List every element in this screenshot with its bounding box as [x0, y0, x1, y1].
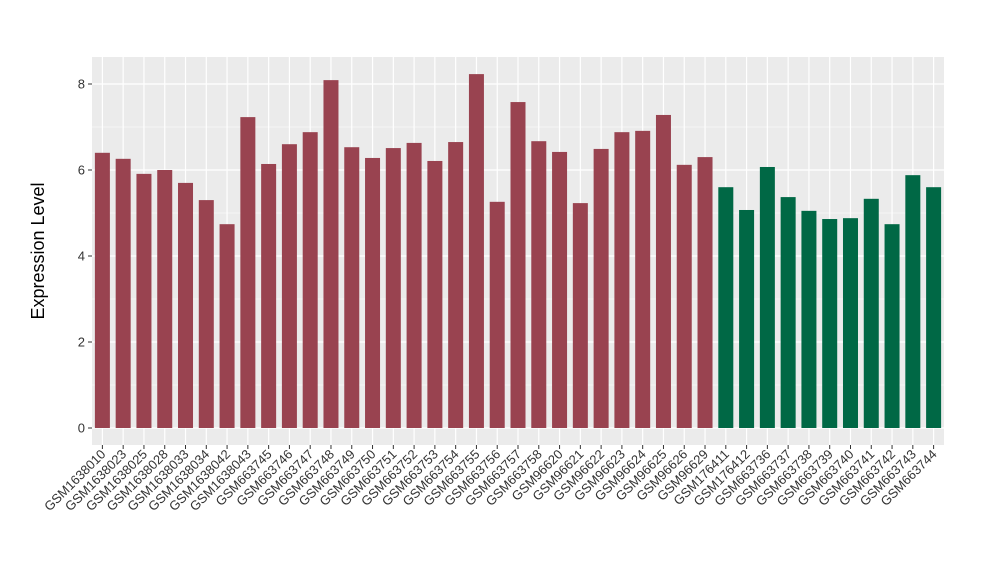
bar [531, 141, 547, 428]
y-tick-label: 4 [78, 249, 85, 264]
bar [739, 209, 755, 428]
y-tick-label: 8 [78, 77, 85, 92]
bar [655, 114, 671, 429]
bar [572, 203, 588, 428]
bar [115, 158, 131, 428]
bar [552, 151, 568, 428]
bar [136, 173, 152, 428]
bar [94, 152, 110, 429]
bar [240, 117, 256, 429]
bar [468, 74, 484, 429]
bar [635, 130, 651, 428]
x-axis: GSM1638010GSM1638023GSM1638025GSM1638028… [41, 445, 940, 514]
bar [427, 160, 443, 428]
bar [157, 170, 173, 428]
bar [489, 201, 505, 428]
bar [406, 142, 422, 428]
bar [697, 157, 713, 428]
bar [842, 218, 858, 428]
bar [178, 182, 194, 428]
bar [863, 198, 879, 428]
bar [365, 157, 381, 428]
bar [676, 164, 692, 428]
bar [905, 175, 921, 428]
bar [926, 187, 942, 428]
bar [448, 142, 464, 429]
bar [385, 148, 401, 428]
y-axis-label: Expression Level [28, 182, 48, 319]
bar [759, 166, 775, 429]
bar [261, 163, 277, 429]
bar [302, 132, 318, 428]
bar [323, 80, 339, 428]
y-tick-label: 0 [78, 421, 85, 436]
bars [94, 74, 942, 429]
bar [718, 187, 734, 428]
bar [344, 147, 360, 428]
y-axis: 0 2 4 6 8 [78, 77, 92, 436]
bar [219, 224, 235, 428]
bar [593, 148, 609, 428]
bar [198, 200, 214, 428]
bar [510, 102, 526, 428]
bar [884, 224, 900, 428]
bar [614, 132, 630, 428]
bar [801, 210, 817, 428]
y-tick-label: 2 [78, 335, 85, 350]
bar [822, 219, 838, 428]
y-tick-label: 6 [78, 163, 85, 178]
bar [281, 144, 297, 428]
bar [780, 197, 796, 428]
